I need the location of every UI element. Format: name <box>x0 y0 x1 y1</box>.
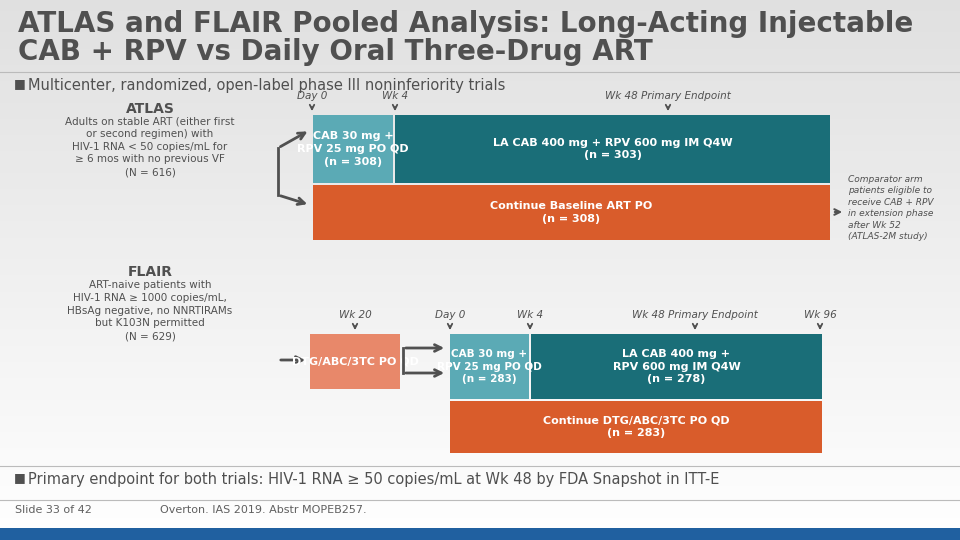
Text: Slide 33 of 42: Slide 33 of 42 <box>15 505 92 515</box>
Text: CAB 30 mg +
RPV 25 mg PO QD
(n = 308): CAB 30 mg + RPV 25 mg PO QD (n = 308) <box>298 131 409 167</box>
Text: DTG/ABC/3TC PO QD: DTG/ABC/3TC PO QD <box>292 356 419 367</box>
Bar <box>0 528 960 540</box>
Text: Continue Baseline ART PO
(n = 308): Continue Baseline ART PO (n = 308) <box>491 201 653 224</box>
Text: Overton. IAS 2019. Abstr MOPEB257.: Overton. IAS 2019. Abstr MOPEB257. <box>160 505 367 515</box>
Bar <box>531 334 822 399</box>
Bar <box>310 334 400 389</box>
Bar <box>313 185 830 240</box>
Text: LA CAB 400 mg +
RPV 600 mg IM Q4W
(n = 278): LA CAB 400 mg + RPV 600 mg IM Q4W (n = 2… <box>612 349 740 384</box>
Text: Day 0: Day 0 <box>435 310 466 320</box>
Text: ATLAS and FLAIR Pooled Analysis: Long-Acting Injectable: ATLAS and FLAIR Pooled Analysis: Long-Ac… <box>18 10 913 38</box>
Text: Comparator arm
patients eligible to
receive CAB + RPV
in extension phase
after W: Comparator arm patients eligible to rece… <box>848 175 933 241</box>
Text: Day 0: Day 0 <box>297 91 327 101</box>
Text: Wk 96: Wk 96 <box>804 310 836 320</box>
Text: Wk 4: Wk 4 <box>382 91 408 101</box>
Text: Continue DTG/ABC/3TC PO QD
(n = 283): Continue DTG/ABC/3TC PO QD (n = 283) <box>542 416 730 438</box>
Bar <box>450 334 529 399</box>
Text: ■: ■ <box>14 77 26 90</box>
Text: LA CAB 400 mg + RPV 600 mg IM Q4W
(n = 303): LA CAB 400 mg + RPV 600 mg IM Q4W (n = 3… <box>492 138 732 160</box>
Text: ■: ■ <box>14 471 26 484</box>
Text: ART-naive patients with
HIV-1 RNA ≥ 1000 copies/mL,
HBsAg negative, no NNRTIRAMs: ART-naive patients with HIV-1 RNA ≥ 1000… <box>67 280 232 341</box>
Text: Multicenter, randomized, open-label phase III noninferiority trials: Multicenter, randomized, open-label phas… <box>28 78 505 93</box>
Text: Primary endpoint for both trials: HIV-1 RNA ≥ 50 copies/mL at Wk 48 by FDA Snaps: Primary endpoint for both trials: HIV-1 … <box>28 472 719 487</box>
Text: Wk 48 Primary Endpoint: Wk 48 Primary Endpoint <box>632 310 758 320</box>
Text: Adults on stable ART (either first
or second regimen) with
HIV-1 RNA < 50 copies: Adults on stable ART (either first or se… <box>65 116 235 177</box>
Bar <box>395 115 830 183</box>
Text: ATLAS: ATLAS <box>126 102 175 116</box>
Bar <box>313 115 393 183</box>
Text: CAB 30 mg +
RPV 25 mg PO QD
(n = 283): CAB 30 mg + RPV 25 mg PO QD (n = 283) <box>437 349 541 384</box>
Text: Wk 4: Wk 4 <box>516 310 543 320</box>
Text: Wk 20: Wk 20 <box>339 310 372 320</box>
Bar <box>450 401 822 453</box>
Text: Wk 48 Primary Endpoint: Wk 48 Primary Endpoint <box>605 91 731 101</box>
Text: CAB + RPV vs Daily Oral Three-Drug ART: CAB + RPV vs Daily Oral Three-Drug ART <box>18 38 653 66</box>
Text: FLAIR: FLAIR <box>128 265 173 279</box>
